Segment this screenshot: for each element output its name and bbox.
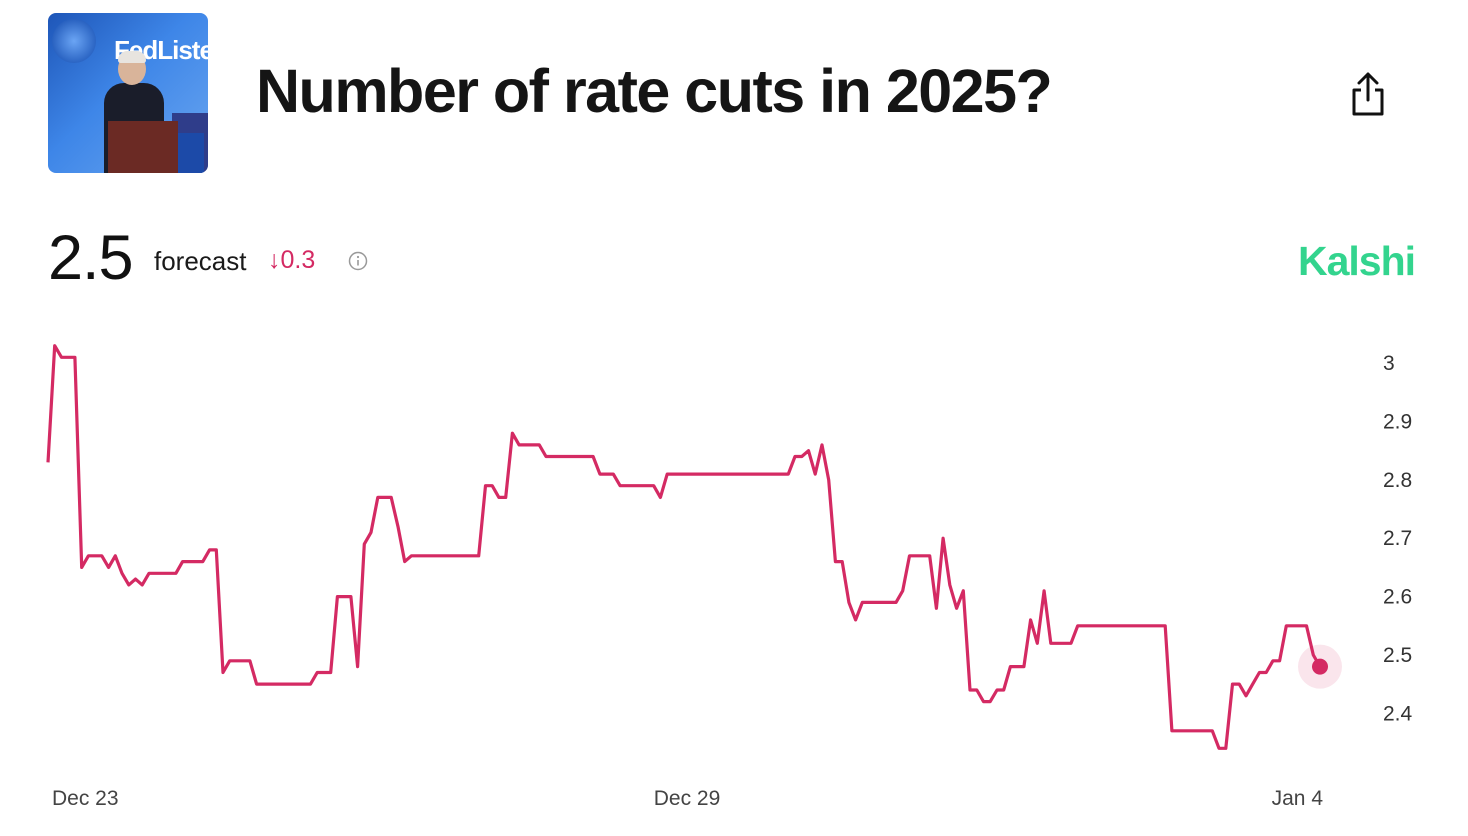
y-tick-label: 2.5 [1383, 644, 1412, 667]
y-tick-label: 2.9 [1383, 411, 1412, 434]
forecast-value: 2.5 [48, 223, 134, 293]
info-icon[interactable] [348, 251, 368, 271]
forecast-series-line [46, 344, 1322, 750]
kalshi-logo[interactable]: Kalshi [1298, 238, 1416, 284]
y-tick-label: 2.4 [1383, 702, 1413, 725]
market-thumbnail: FedListens [48, 13, 208, 173]
forecast-line-chart: 3 2.9 2.8 2.7 2.6 2.5 2.4 Dec 23 Dec 29 Jan 4 [46, 344, 1413, 810]
market-title: Number of rate cuts in 2025? [256, 57, 1053, 125]
y-tick-label: 2.7 [1383, 527, 1412, 550]
y-tick-label: 2.6 [1383, 586, 1412, 609]
forecast-label: forecast [154, 246, 247, 276]
x-tick-label: Dec 29 [654, 787, 721, 810]
y-tick-label: 2.8 [1383, 469, 1412, 492]
backdrop-side-graphic [174, 133, 204, 173]
x-tick-label: Dec 23 [52, 787, 119, 810]
share-icon[interactable] [1350, 70, 1386, 118]
x-tick-label: Jan 4 [1272, 787, 1324, 810]
forecast-change: ↓0.3 [268, 246, 316, 274]
fed-seal-graphic [52, 19, 96, 63]
speaker-hair-graphic [118, 51, 146, 63]
latest-point[interactable] [1312, 658, 1328, 675]
podium-graphic [108, 121, 178, 173]
y-tick-label: 3 [1383, 352, 1395, 375]
